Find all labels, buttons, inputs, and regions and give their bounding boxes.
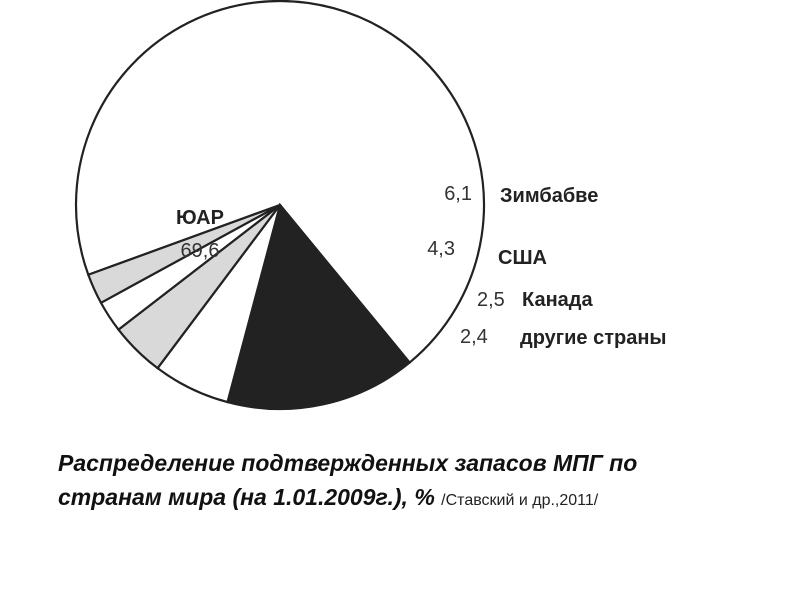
slice-value-label: 6,1: [444, 183, 472, 205]
slice-name-label: другие страны: [520, 327, 667, 349]
pie-slices: [74, 0, 486, 411]
slice-name-label: Канада: [522, 289, 593, 311]
chart-caption: Распределение подтвержденных запасов МПГ…: [58, 446, 758, 518]
caption-line-2: странам мира (на 1.01.2009г.), %: [58, 484, 435, 510]
slice-name-label: США: [498, 247, 547, 269]
caption-source: /Ставский и др.,2011/: [441, 492, 599, 509]
pie-slice: [86, 203, 281, 305]
slice-name-label: Зимбабве: [500, 185, 598, 207]
pie-labels: ЮАР 69,6 Россия 15,1 Зимбабве 6,1 США 4,3 Канада…: [176, 92, 666, 349]
pie-chart: ЮАР 69,6 Россия 15,1 Зимбабве 6,1 США 4,3 Канада…: [74, 0, 667, 411]
slice-value-label: 2,4: [460, 326, 488, 348]
slice-value-label: 4,3: [427, 238, 455, 260]
pie-slice: [226, 202, 412, 411]
caption-line-1: Распределение подтвержденных запасов МПГ…: [58, 450, 638, 476]
slice-value-label: 2,5: [477, 289, 505, 311]
slice-name-label: Россия: [344, 92, 415, 114]
pie-slice: [74, 0, 486, 365]
slice-value-label: 69,6: [181, 240, 220, 262]
slice-name-label: ЮАР: [176, 207, 224, 229]
slice-value-label: 15,1: [366, 122, 405, 144]
